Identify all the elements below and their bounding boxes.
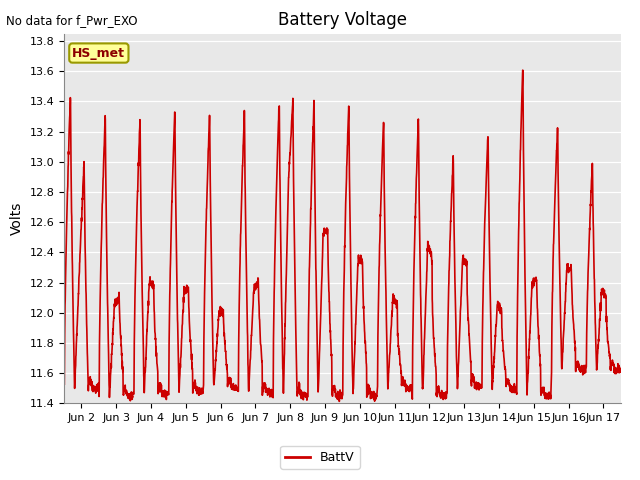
- Text: No data for f_Pwr_EXO: No data for f_Pwr_EXO: [6, 14, 138, 27]
- Title: Battery Voltage: Battery Voltage: [278, 11, 407, 29]
- Legend: BattV: BattV: [280, 446, 360, 469]
- Y-axis label: Volts: Volts: [10, 202, 24, 235]
- Text: HS_met: HS_met: [72, 47, 125, 60]
